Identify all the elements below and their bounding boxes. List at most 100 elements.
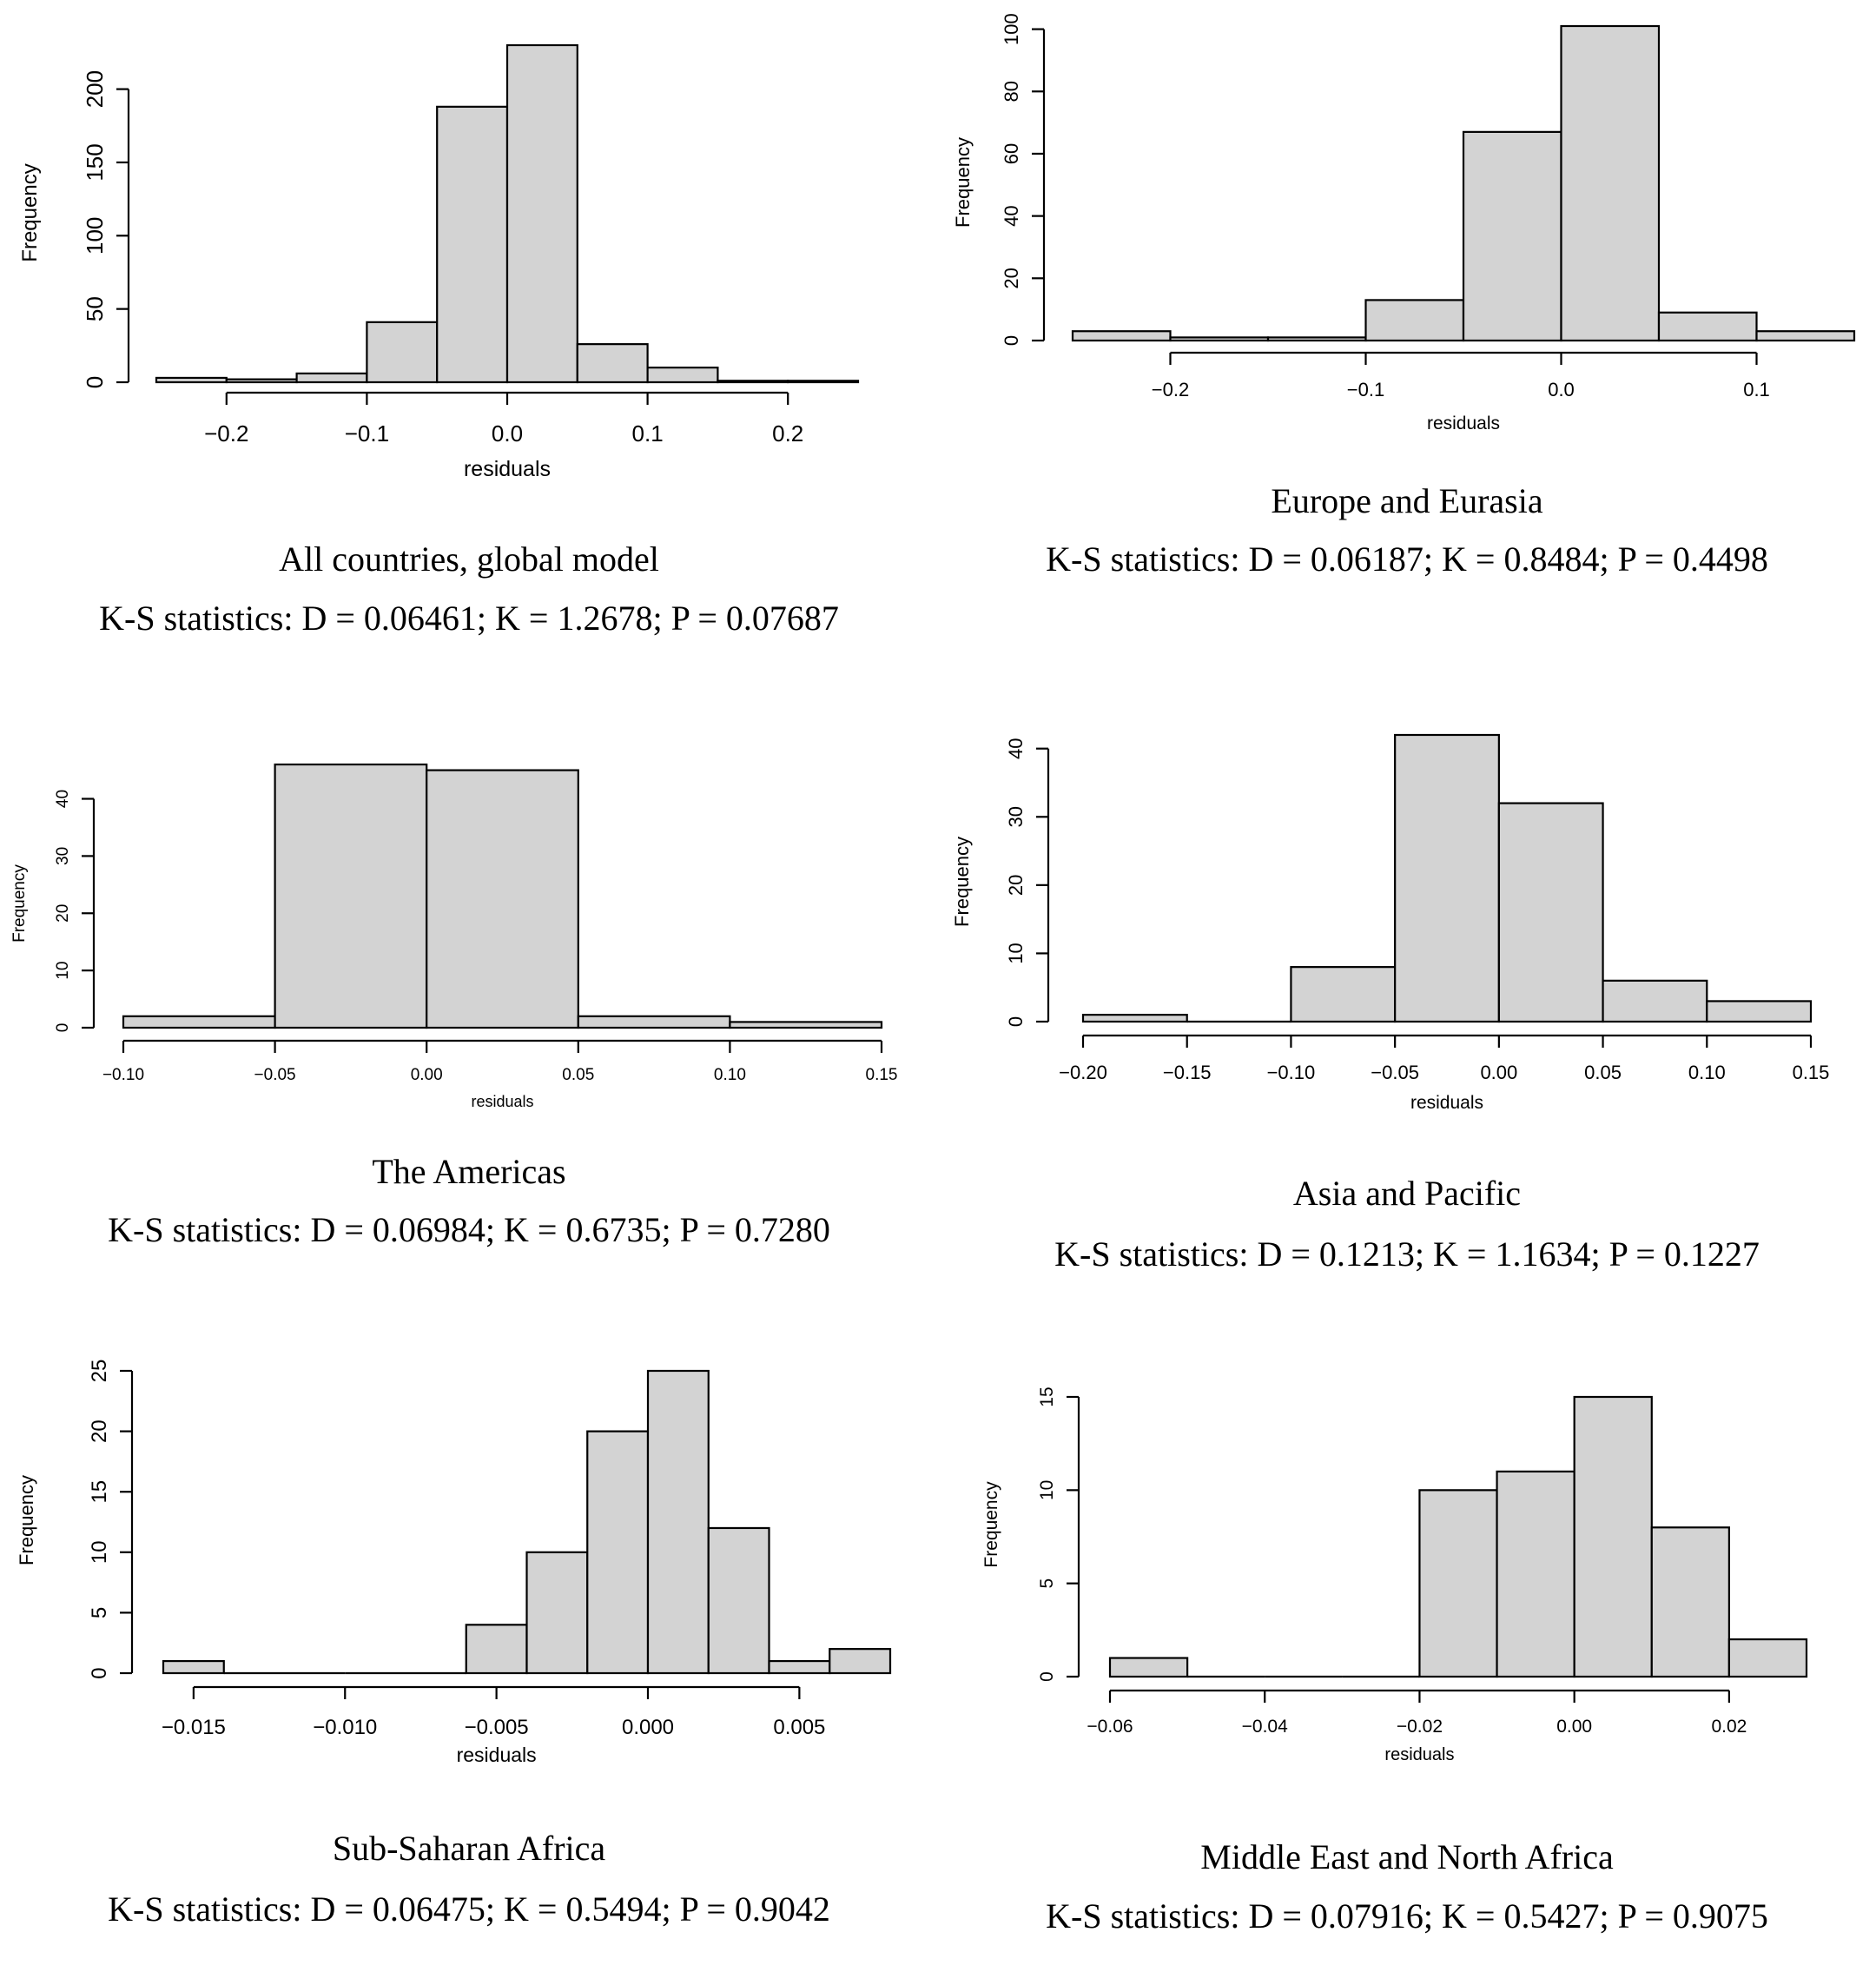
histogram-bar xyxy=(1496,1470,1575,1678)
histogram-bar xyxy=(586,1430,650,1675)
histogram-bar xyxy=(829,1648,892,1675)
y-tick-label: 15 xyxy=(88,1480,111,1504)
x-tick-label: 0.2 xyxy=(772,420,803,447)
y-tick-label: 25 xyxy=(88,1360,111,1383)
y-axis-title: Frequency xyxy=(16,1475,37,1565)
histogram-bar xyxy=(295,372,368,384)
x-tick-label: 0.1 xyxy=(632,420,664,447)
histogram-bar xyxy=(1418,1489,1498,1678)
histogram-bar xyxy=(576,343,649,384)
x-tick-label: −0.02 xyxy=(1397,1717,1443,1737)
ks-statistics: K-S statistics: D = 0.06984; K = 0.6735;… xyxy=(108,1210,830,1249)
x-tick-label: 0.15 xyxy=(1793,1062,1830,1083)
y-tick-label: 10 xyxy=(1005,943,1027,963)
histogram-bar xyxy=(122,1015,276,1029)
x-tick-label: −0.10 xyxy=(102,1066,144,1084)
y-tick-label: 10 xyxy=(1037,1480,1057,1500)
x-tick-label: −0.20 xyxy=(1059,1062,1107,1083)
y-axis-title: Frequency xyxy=(951,837,973,927)
y-tick-label: 0 xyxy=(54,1023,72,1033)
y-tick-label: 60 xyxy=(1001,143,1022,164)
y-tick-label: 20 xyxy=(54,904,72,923)
histogram-bar xyxy=(1266,336,1367,342)
x-tick-label: 0.10 xyxy=(1688,1062,1726,1083)
x-tick-label: −0.15 xyxy=(1163,1062,1212,1083)
panel-title: Europe and Eurasia xyxy=(1271,481,1543,520)
y-tick-label: 40 xyxy=(1001,205,1022,226)
histogram-bar xyxy=(1081,1014,1188,1023)
histogram-bar xyxy=(1462,130,1562,342)
y-axis-title: Frequency xyxy=(952,137,974,228)
histogram-americas: −0.10 −0.05 0.00 0.05 0.10 0.15 residuals 0 10 20… xyxy=(10,763,898,1110)
y-tick-label: 200 xyxy=(82,70,108,108)
histogram-bar xyxy=(366,321,439,384)
ks-statistics: K-S statistics: D = 0.1213; K = 1.1634; … xyxy=(1054,1234,1760,1274)
x-tick-label: 0.02 xyxy=(1711,1717,1747,1737)
x-axis-title: residuals xyxy=(1384,1745,1454,1764)
histogram-bar xyxy=(225,378,298,384)
histogram-all-countries: −0.2 −0.1 0.0 0.1 0.2 residuals 0 50 100 150 200 Fr… xyxy=(18,43,860,481)
histogram-bar xyxy=(1497,802,1604,1023)
x-tick-label: 0.005 xyxy=(773,1716,825,1739)
y-tick-label: 50 xyxy=(82,296,108,321)
histogram-bar xyxy=(155,376,228,384)
histogram-bar xyxy=(1727,1638,1808,1678)
x-axis-title: residuals xyxy=(1427,414,1500,433)
ks-statistics: K-S statistics: D = 0.07916; K = 0.5427;… xyxy=(1046,1896,1768,1936)
x-axis-title: residuals xyxy=(457,1744,537,1766)
y-tick-label: 80 xyxy=(1001,81,1022,102)
y-tick-label: 30 xyxy=(1005,806,1027,827)
y-tick-label: 15 xyxy=(1037,1386,1057,1406)
histogram-mena: −0.06 −0.04 −0.02 0.00 0.02 residuals 0 5 10 15 Fr… xyxy=(981,1386,1808,1764)
histogram-bar xyxy=(426,769,579,1029)
histogram-bar xyxy=(729,1021,883,1029)
x-tick-label: 0.0 xyxy=(492,420,523,447)
histogram-bar xyxy=(768,1659,831,1675)
x-tick-label: −0.05 xyxy=(254,1066,296,1084)
x-axis-title: residuals xyxy=(464,457,551,481)
histogram-bar xyxy=(162,1659,225,1675)
y-tick-label: 0 xyxy=(88,1667,111,1678)
histogram-bar xyxy=(1071,330,1172,342)
y-tick-label: 0 xyxy=(1005,1016,1027,1027)
histogram-bar xyxy=(1755,330,1856,342)
x-tick-label: −0.10 xyxy=(1267,1062,1316,1083)
y-tick-label: 10 xyxy=(88,1540,111,1564)
panel-title: Sub-Saharan Africa xyxy=(332,1829,606,1868)
panel-asia-pacific: −0.20 −0.15 −0.10 −0.05 0.00 0.05 0.10 0.15 resi… xyxy=(938,669,1876,1312)
x-tick-label: 0.000 xyxy=(622,1716,674,1739)
histogram-bar xyxy=(646,367,719,384)
panel-title: Asia and Pacific xyxy=(1292,1174,1522,1213)
panel-title: The Americas xyxy=(372,1152,566,1191)
histogram-bar xyxy=(436,105,509,384)
y-tick-label: 40 xyxy=(54,790,72,808)
x-tick-label: 0.05 xyxy=(1584,1062,1622,1083)
histogram-bar xyxy=(1602,979,1708,1023)
y-tick-label: 10 xyxy=(54,962,72,980)
x-tick-label: −0.2 xyxy=(1152,379,1189,400)
y-tick-label: 100 xyxy=(82,217,108,255)
x-tick-label: 0.00 xyxy=(1480,1062,1517,1083)
panel-mena: −0.06 −0.04 −0.02 0.00 0.02 residuals 0 5 10 15 Fr… xyxy=(938,1329,1876,1972)
x-tick-label: 0.1 xyxy=(1743,379,1770,400)
histogram-bar xyxy=(1394,733,1500,1023)
y-tick-label: 0 xyxy=(1037,1671,1057,1682)
x-axis-title: residuals xyxy=(1410,1093,1483,1113)
histogram-sub-saharan-africa: −0.015 −0.010 −0.005 0.000 0.005 residuals 0 5 1… xyxy=(16,1360,892,1766)
y-tick-label: 5 xyxy=(1037,1578,1057,1589)
ks-statistics: K-S statistics: D = 0.06475; K = 0.5494;… xyxy=(108,1889,830,1929)
y-tick-label: 0 xyxy=(82,376,108,388)
x-tick-label: 0.10 xyxy=(714,1066,746,1084)
histogram-bar xyxy=(1560,24,1661,342)
y-tick-label: 20 xyxy=(1005,875,1027,896)
panel-all-countries: −0.2 −0.1 0.0 0.1 0.2 residuals 0 50 100 150 200 Fr… xyxy=(0,0,938,643)
histogram-bar xyxy=(1650,1526,1730,1678)
histogram-bar xyxy=(525,1551,589,1675)
histogram-bar xyxy=(465,1624,528,1675)
panel-sub-saharan-africa: −0.015 −0.010 −0.005 0.000 0.005 residuals 0 5 1… xyxy=(0,1329,938,1972)
x-tick-label: −0.1 xyxy=(1347,379,1384,400)
y-tick-label: 100 xyxy=(1001,13,1022,45)
x-tick-label: 0.15 xyxy=(866,1066,898,1084)
x-tick-label: −0.05 xyxy=(1371,1062,1419,1083)
